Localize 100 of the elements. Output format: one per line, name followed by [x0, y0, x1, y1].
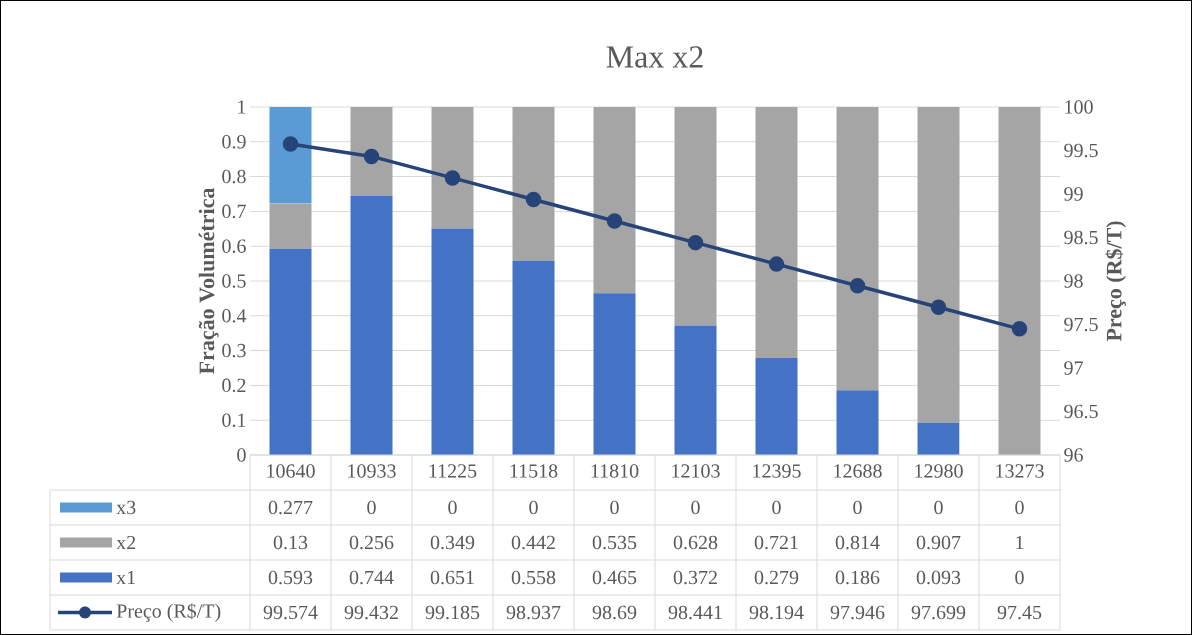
- data-label: 0.651: [430, 570, 474, 585]
- point: [930, 299, 947, 315]
- point: [444, 170, 461, 186]
- y2-tick-label: 96: [1064, 448, 1083, 462]
- data-label: 0.465: [592, 570, 637, 585]
- data-label: 0.277: [268, 500, 313, 515]
- y-tick-label: 0.2: [222, 378, 246, 393]
- y-tick-label: 0.6: [222, 239, 246, 253]
- point: [282, 136, 299, 152]
- data-label: 99.574: [263, 605, 318, 620]
- y-tick-label: 0.5: [222, 274, 246, 288]
- legend-label: x3: [116, 500, 136, 515]
- legend-label: x1: [116, 570, 135, 585]
- bar: [998, 107, 1041, 455]
- legend-label: Preço (R$/T): [116, 603, 221, 622]
- y2-tick-label: 98.5: [1064, 230, 1098, 245]
- x-tick-label: 12980: [915, 464, 963, 478]
- bar: [512, 107, 555, 261]
- y-tick-label: 0.3: [222, 343, 246, 358]
- point: [525, 191, 542, 208]
- data-label: 0: [934, 500, 943, 515]
- data-label: 0.593: [268, 570, 313, 585]
- point: [687, 234, 704, 251]
- y2-tick-label: 97: [1064, 361, 1083, 375]
- data-label: 0.744: [349, 570, 394, 585]
- bar: [836, 390, 879, 455]
- point: [606, 213, 623, 229]
- bar: [350, 107, 393, 197]
- data-label: 1: [1016, 535, 1024, 550]
- point: [1011, 321, 1028, 337]
- data-label: 0.093: [916, 570, 961, 585]
- y2-tick-label: 97.5: [1064, 317, 1098, 332]
- x-tick-label: 12395: [753, 464, 801, 478]
- y-tick-label: 0.8: [222, 169, 246, 184]
- y-tick-label: 0.7: [222, 204, 246, 219]
- data-label: 0.349: [430, 535, 475, 550]
- data-label: 0: [448, 500, 457, 515]
- bar: [917, 107, 960, 423]
- point: [849, 277, 866, 294]
- data-label: 0.256: [349, 535, 394, 550]
- x-tick-label: 11225: [429, 464, 477, 478]
- data-label: 0: [610, 500, 619, 515]
- data-label: 99.432: [344, 605, 398, 620]
- data-label: 99.185: [425, 605, 480, 620]
- data-label: 98.937: [506, 605, 561, 620]
- x-tick-label: 11810: [591, 464, 639, 478]
- data-label: 97.946: [830, 605, 885, 620]
- bar: [917, 422, 960, 455]
- bar: [269, 248, 312, 455]
- x-tick-label: 12688: [834, 464, 882, 478]
- bar: [593, 293, 636, 455]
- data-label: 0: [529, 500, 538, 515]
- x-tick-label: 10640: [267, 464, 315, 478]
- y2-tick-label: 100: [1065, 100, 1093, 114]
- legend-label: x2: [116, 535, 136, 550]
- data-label: 0: [853, 500, 862, 515]
- data-label: 0.628: [673, 535, 718, 550]
- y-tick-label: 0.1: [222, 413, 246, 427]
- data-label: 0.372: [673, 570, 717, 585]
- data-label: 0.13: [273, 535, 308, 550]
- y2-axis-title: Preço (R$/T): [1105, 221, 1127, 342]
- point: [768, 256, 785, 272]
- data-label: 98.69: [592, 605, 637, 620]
- bar: [269, 107, 312, 204]
- data-label: 97.45: [997, 605, 1042, 620]
- x-tick-label: 11518: [510, 464, 558, 478]
- bar: [755, 107, 798, 358]
- data-label: 98.441: [668, 605, 722, 620]
- data-label: 0: [1015, 500, 1024, 515]
- bar: [431, 228, 474, 455]
- data-label: 0: [367, 500, 376, 515]
- data-label: 98.194: [749, 605, 804, 620]
- y2-tick-label: 98: [1064, 274, 1083, 288]
- y2-tick-label: 96.5: [1064, 404, 1098, 419]
- data-label: 0.535: [592, 535, 637, 550]
- y-tick-label: 0.9: [222, 135, 246, 149]
- data-label: 0.814: [835, 535, 880, 550]
- y2-tick-label: 99: [1064, 187, 1083, 201]
- y-tick-label: 1: [238, 100, 246, 114]
- y-tick-label: 0: [237, 448, 246, 462]
- bar: [674, 107, 717, 326]
- bar: [431, 107, 474, 229]
- bar: [755, 357, 798, 455]
- data-label: 0.442: [511, 535, 555, 550]
- bar: [836, 107, 879, 391]
- data-label: 0.558: [511, 570, 556, 585]
- data-label: 0.279: [754, 570, 799, 585]
- data-label: 0.721: [754, 535, 798, 550]
- bar: [674, 325, 717, 455]
- data-label: 0: [691, 500, 700, 515]
- x-tick-label: 12103: [672, 464, 720, 478]
- y-tick-label: 0.4: [222, 309, 247, 323]
- bar: [269, 203, 312, 249]
- data-label: 0: [772, 500, 781, 515]
- bar: [512, 260, 555, 455]
- bar: [350, 196, 393, 455]
- data-label: 0.186: [835, 570, 880, 585]
- x-tick-label: 13273: [996, 464, 1044, 478]
- x-tick-label: 10933: [348, 464, 396, 478]
- y2-tick-label: 99.5: [1064, 143, 1098, 158]
